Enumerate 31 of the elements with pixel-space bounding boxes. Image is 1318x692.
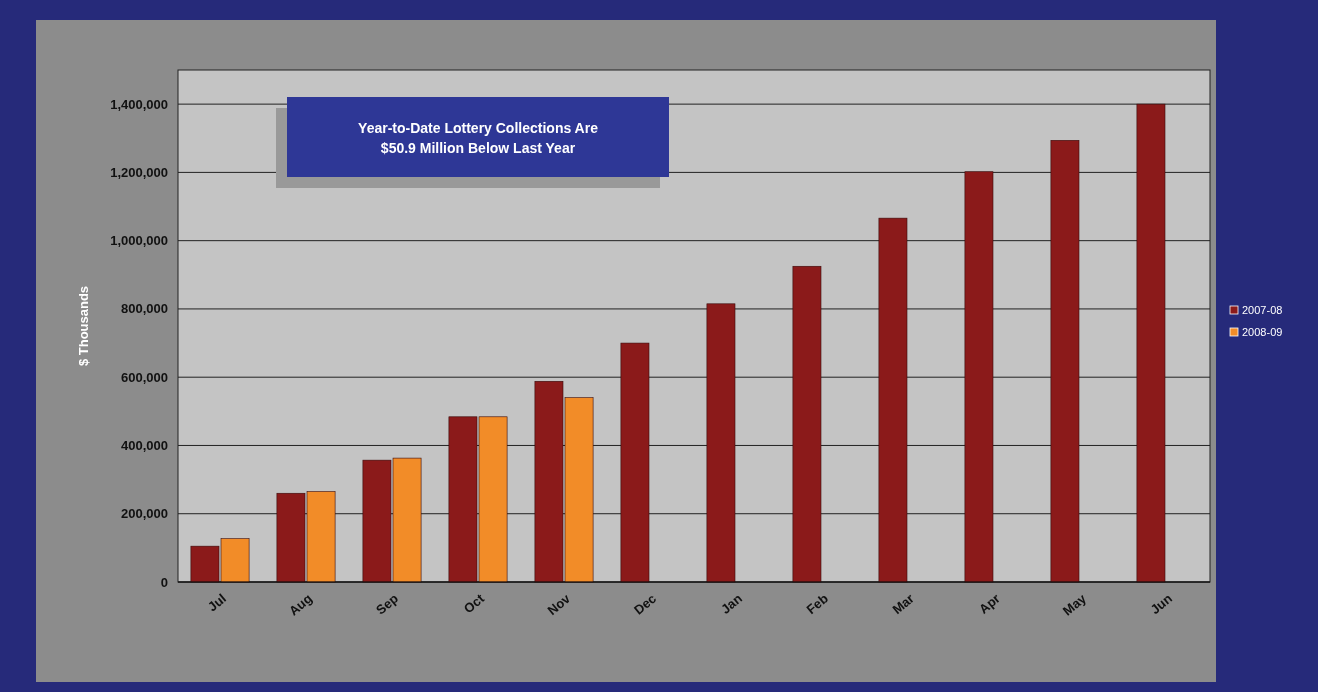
y-tick-label: 1,200,000 (110, 164, 168, 180)
annotation: Year-to-Date Lottery Collections Are $50.9 Million Below Last Year (358, 120, 599, 156)
bar (706, 303, 736, 583)
x-tick-label: Sep (373, 590, 401, 618)
x-tick-label: Aug (285, 590, 315, 619)
x-tick-label: Jun (1147, 590, 1175, 618)
legend-label: 2008-09 (1242, 326, 1283, 338)
bar (878, 217, 908, 583)
y-tick-label: 0 (160, 574, 168, 590)
bar (964, 171, 994, 583)
y-tick-label: 600,000 (121, 369, 168, 385)
x-tick-label: Jul (204, 590, 229, 615)
y-tick-label: 400,000 (121, 438, 168, 454)
y-tick-label: 1,000,000 (110, 233, 168, 249)
x-tick-label: Dec (631, 590, 659, 618)
x-tick-label: Oct (460, 590, 488, 617)
y-tick-label: 1,400,000 (110, 96, 168, 112)
bar (792, 265, 822, 583)
x-tick-label: Apr (976, 590, 1003, 617)
y-tick-label: 800,000 (121, 301, 168, 317)
y-axis-title: $ Thousands (76, 285, 91, 367)
x-tick-label: Nov (544, 590, 574, 619)
bar (620, 342, 650, 583)
y-tick-label: 200,000 (121, 506, 168, 522)
x-tick-label: May (1059, 590, 1090, 619)
legend-label: 2007-08 (1242, 304, 1283, 316)
x-tick-label: Jan (718, 590, 745, 617)
bar (1136, 103, 1166, 583)
x-tick-label: Mar (889, 590, 917, 618)
x-tick-label: Feb (803, 590, 831, 618)
bar (1050, 140, 1080, 583)
